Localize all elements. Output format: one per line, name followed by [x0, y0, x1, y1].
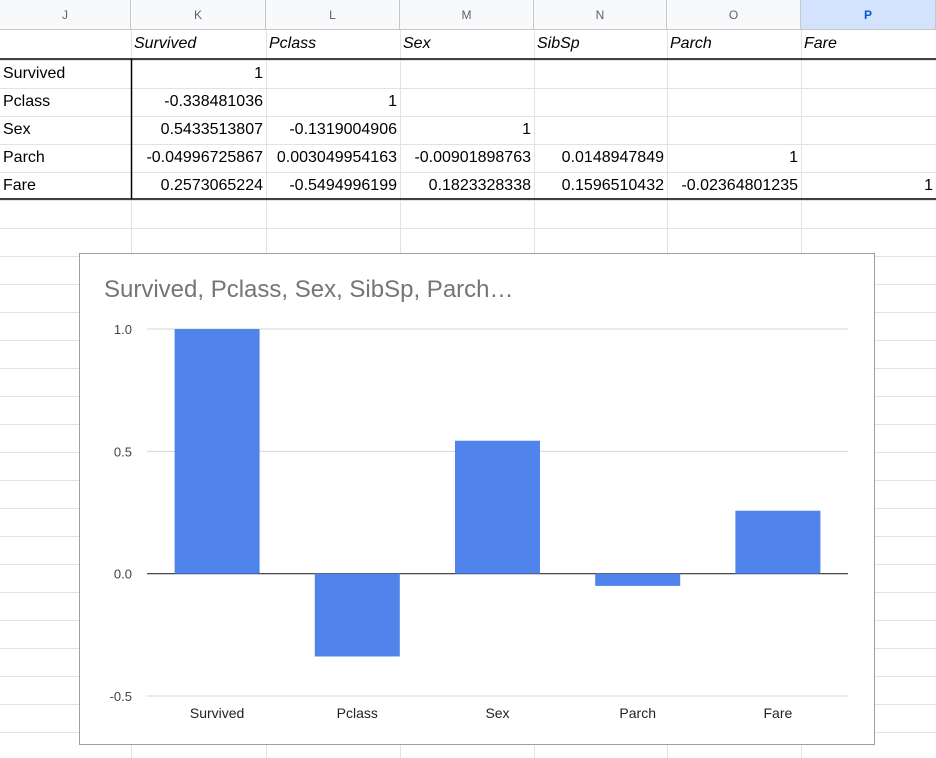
cell[interactable]: 0.1823328338: [428, 177, 531, 194]
bar-survived[interactable]: [174, 329, 260, 574]
bar-pclass[interactable]: [314, 573, 400, 657]
cell[interactable]: Sex: [3, 121, 31, 138]
cell[interactable]: [400, 88, 534, 116]
cell[interactable]: [400, 60, 534, 88]
cell[interactable]: Pclass: [3, 93, 51, 110]
y-tick-label: -0.5: [110, 689, 132, 704]
cell[interactable]: 1: [789, 149, 798, 166]
cell[interactable]: Pclass: [269, 35, 317, 52]
cell[interactable]: 1: [522, 121, 531, 138]
cell[interactable]: -0.338481036: [164, 93, 263, 110]
cell[interactable]: Parch: [670, 35, 712, 52]
column-header-o[interactable]: O: [667, 0, 801, 30]
cell[interactable]: [801, 144, 936, 172]
column-header-p[interactable]: P: [801, 0, 936, 30]
chart-title: Survived, Pclass, Sex, SibSp, Parch…: [104, 276, 514, 303]
cell[interactable]: [0, 30, 131, 58]
bar-chart[interactable]: Survived, Pclass, Sex, SibSp, Parch… 1.0…: [79, 253, 875, 745]
x-tick-label: Sex: [485, 705, 509, 721]
cell[interactable]: 0.003049954163: [276, 149, 397, 166]
cell[interactable]: -0.5494996199: [289, 177, 397, 194]
cell[interactable]: [534, 88, 667, 116]
cell[interactable]: 1: [924, 177, 933, 194]
bar-parch[interactable]: [595, 573, 681, 586]
x-tick-label: Parch: [619, 705, 656, 721]
cell[interactable]: 1: [254, 65, 263, 82]
column-header-n[interactable]: N: [534, 0, 667, 30]
y-tick-label: 1.0: [114, 322, 132, 337]
cell[interactable]: Survived: [3, 65, 66, 82]
x-tick-label: Fare: [764, 705, 793, 721]
cell[interactable]: Fare: [3, 177, 36, 194]
cell[interactable]: -0.02364801235: [681, 177, 798, 194]
cell[interactable]: -0.00901898763: [414, 149, 531, 166]
cell[interactable]: [534, 116, 667, 144]
cell[interactable]: [534, 60, 667, 88]
cell[interactable]: 1: [388, 93, 397, 110]
bar-sex[interactable]: [455, 440, 540, 574]
y-tick-label: 0.5: [114, 444, 132, 459]
chart-plot: 1.0 0.5 0.0 -0.5 Survived Pclass Sex Parch Fare: [110, 322, 848, 721]
x-tick-label: Pclass: [337, 705, 378, 721]
cell[interactable]: [667, 60, 801, 88]
column-header-j[interactable]: J: [0, 0, 131, 30]
cell[interactable]: 0.1596510432: [561, 177, 664, 194]
cell[interactable]: Sex: [403, 35, 431, 52]
column-header-k[interactable]: K: [131, 0, 266, 30]
cell[interactable]: [801, 60, 936, 88]
cell[interactable]: [801, 116, 936, 144]
cell[interactable]: SibSp: [537, 35, 580, 52]
cell[interactable]: [667, 116, 801, 144]
bar-fare[interactable]: [735, 510, 821, 574]
cell[interactable]: 0.2573065224: [160, 177, 263, 194]
column-header-l[interactable]: L: [266, 0, 400, 30]
column-header-m[interactable]: M: [400, 0, 534, 30]
cell[interactable]: Parch: [3, 149, 45, 166]
cell[interactable]: 0.0148947849: [561, 149, 664, 166]
x-tick-label: Survived: [190, 705, 244, 721]
cell[interactable]: [801, 88, 936, 116]
cell[interactable]: -0.1319004906: [289, 121, 397, 138]
cell[interactable]: [266, 60, 400, 88]
cell[interactable]: -0.04996725867: [146, 149, 263, 166]
cell[interactable]: Survived: [134, 35, 197, 52]
cell[interactable]: Fare: [804, 35, 837, 52]
y-tick-label: 0.0: [114, 567, 132, 582]
cell[interactable]: [667, 88, 801, 116]
cell[interactable]: 0.5433513807: [160, 121, 263, 138]
